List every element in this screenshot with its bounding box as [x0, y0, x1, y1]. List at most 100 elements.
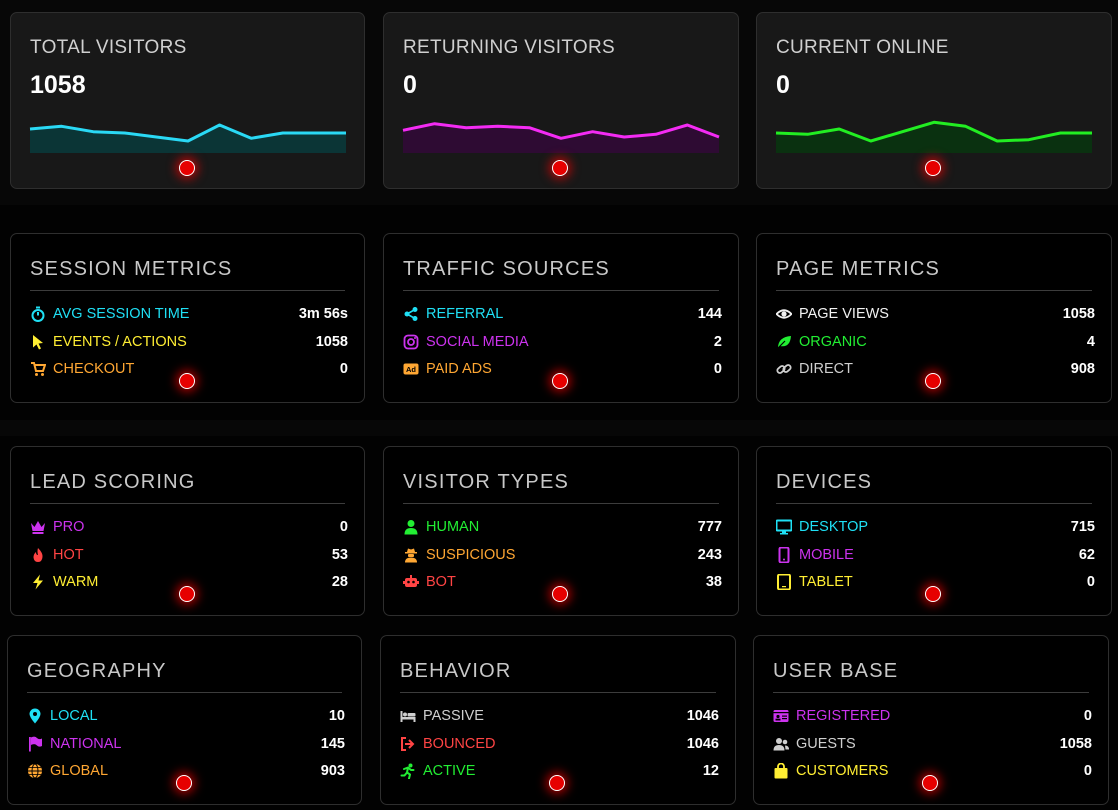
sparkline-line: [29, 123, 346, 143]
metric-label: DESKTOP: [799, 519, 869, 535]
fire-icon: [30, 547, 46, 563]
metric-row: TABLET 0: [776, 572, 1095, 592]
sparkline: [29, 123, 346, 153]
desktop-icon: [776, 519, 792, 535]
metric-value: 12: [702, 763, 719, 779]
status-indicator[interactable]: [922, 775, 938, 791]
stat-value: 1058: [30, 71, 86, 99]
metric-label: DIRECT: [799, 361, 853, 377]
metric-label: PAID ADS: [426, 361, 492, 377]
metric-value: 243: [697, 546, 722, 563]
metric-row: ACTIVE 12: [400, 761, 719, 781]
status-indicator[interactable]: [549, 775, 565, 791]
divider: [776, 503, 1092, 504]
metric-value: 145: [320, 735, 345, 752]
panel-lead-scoring: LEAD SCORING PRO 0 HOT 53 WARM 28: [10, 446, 365, 616]
metric-label: SOCIAL MEDIA: [426, 333, 529, 350]
metric-label: CHECKOUT: [53, 361, 135, 377]
metric-row: NATIONAL 145: [27, 734, 345, 754]
status-indicator[interactable]: [552, 160, 568, 176]
map-pin-icon: [27, 708, 43, 724]
divider: [776, 290, 1092, 291]
metric-row: DIRECT 908: [776, 359, 1095, 379]
bed-icon: [400, 708, 416, 724]
metric-row: PAGE VIEWS 1058: [776, 304, 1095, 324]
status-indicator[interactable]: [925, 586, 941, 602]
globe-icon: [27, 763, 43, 779]
metric-value: 1046: [686, 735, 719, 752]
metric-row: PRO 0: [30, 517, 348, 537]
metric-row: WARM 28: [30, 572, 348, 592]
tablet-icon: [776, 574, 792, 590]
metric-label: WARM: [53, 574, 99, 590]
metric-label: REGISTERED: [796, 708, 891, 724]
sparkline-line: [775, 120, 1092, 143]
metric-row: Ad PAID ADS 0: [403, 359, 722, 379]
metric-label: HOT: [53, 546, 84, 563]
stat-title: RETURNING VISITORS: [403, 37, 615, 58]
link-icon: [776, 361, 792, 377]
metric-value: 53: [331, 546, 348, 563]
spy-icon: [403, 547, 419, 563]
metric-row: DESKTOP 715: [776, 517, 1095, 537]
metric-row: AVG SESSION TIME 3m 56s: [30, 304, 348, 324]
status-indicator[interactable]: [179, 373, 195, 389]
metric-label: REFERRAL: [426, 306, 504, 322]
metric-label: AVG SESSION TIME: [53, 306, 190, 322]
metric-row: SOCIAL MEDIA 2: [403, 332, 722, 352]
metric-label: PAGE VIEWS: [799, 306, 889, 322]
status-indicator[interactable]: [179, 586, 195, 602]
status-indicator[interactable]: [176, 775, 192, 791]
metric-value: 0: [339, 519, 348, 535]
metric-label: GLOBAL: [50, 763, 109, 779]
metric-row: BOT 38: [403, 572, 722, 592]
metric-label: BOUNCED: [423, 735, 496, 752]
divider: [30, 503, 345, 504]
id-card-icon: [773, 708, 789, 724]
metric-value: 0: [1083, 763, 1092, 779]
metric-value: 908: [1070, 361, 1095, 377]
metric-label: GUESTS: [796, 735, 856, 752]
status-indicator[interactable]: [552, 586, 568, 602]
panel-traffic-sources: TRAFFIC SOURCES REFERRAL 144 SOCIAL MEDIA 2 A…: [383, 233, 739, 403]
status-indicator[interactable]: [179, 160, 195, 176]
panel-geography: GEOGRAPHY LOCAL 10 NATIONAL 145 GLOBAL 903: [7, 635, 362, 805]
panel-visitor-types: VISITOR TYPES HUMAN 777 SUSPICIOUS 243 BOT 38: [383, 446, 739, 616]
divider: [30, 290, 345, 291]
mobile-icon: [776, 546, 792, 563]
metric-row: SUSPICIOUS 243: [403, 545, 722, 565]
metric-value: 0: [713, 361, 722, 377]
metric-value: 777: [697, 519, 722, 535]
metric-value: 1058: [1059, 735, 1092, 752]
user-icon: [403, 519, 419, 535]
divider: [27, 692, 342, 693]
metric-value: 10: [328, 708, 345, 724]
panel-session-metrics: SESSION METRICS AVG SESSION TIME 3m 56s EVE…: [10, 233, 365, 403]
metric-value: 715: [1070, 519, 1095, 535]
metric-row: PASSIVE 1046: [400, 706, 719, 726]
sparkline-area: [776, 122, 1092, 153]
divider: [403, 290, 719, 291]
metric-label: ACTIVE: [423, 763, 476, 779]
status-indicator[interactable]: [925, 160, 941, 176]
sparkline: [775, 120, 1092, 153]
metric-row: CUSTOMERS 0: [773, 761, 1092, 781]
metric-label: ORGANIC: [799, 333, 867, 350]
metric-label: SUSPICIOUS: [426, 546, 516, 563]
panel-title: TRAFFIC SOURCES: [403, 258, 610, 280]
panel-title: USER BASE: [773, 660, 899, 682]
metric-label: NATIONAL: [50, 735, 122, 752]
metric-row: ORGANIC 4: [776, 332, 1095, 352]
metric-label: MOBILE: [799, 546, 854, 563]
cart-icon: [30, 361, 46, 377]
stat-value: 0: [403, 71, 417, 99]
sparkline-line: [402, 122, 720, 140]
status-indicator[interactable]: [925, 373, 941, 389]
status-indicator[interactable]: [552, 373, 568, 389]
metric-label: CUSTOMERS: [796, 763, 889, 779]
metric-label: LOCAL: [50, 708, 98, 724]
running-icon: [400, 763, 416, 779]
sparkline-area: [30, 125, 346, 153]
panel-devices: DEVICES DESKTOP 715 MOBILE 62 TABLET 0: [756, 446, 1112, 616]
sparkline: [402, 122, 720, 153]
